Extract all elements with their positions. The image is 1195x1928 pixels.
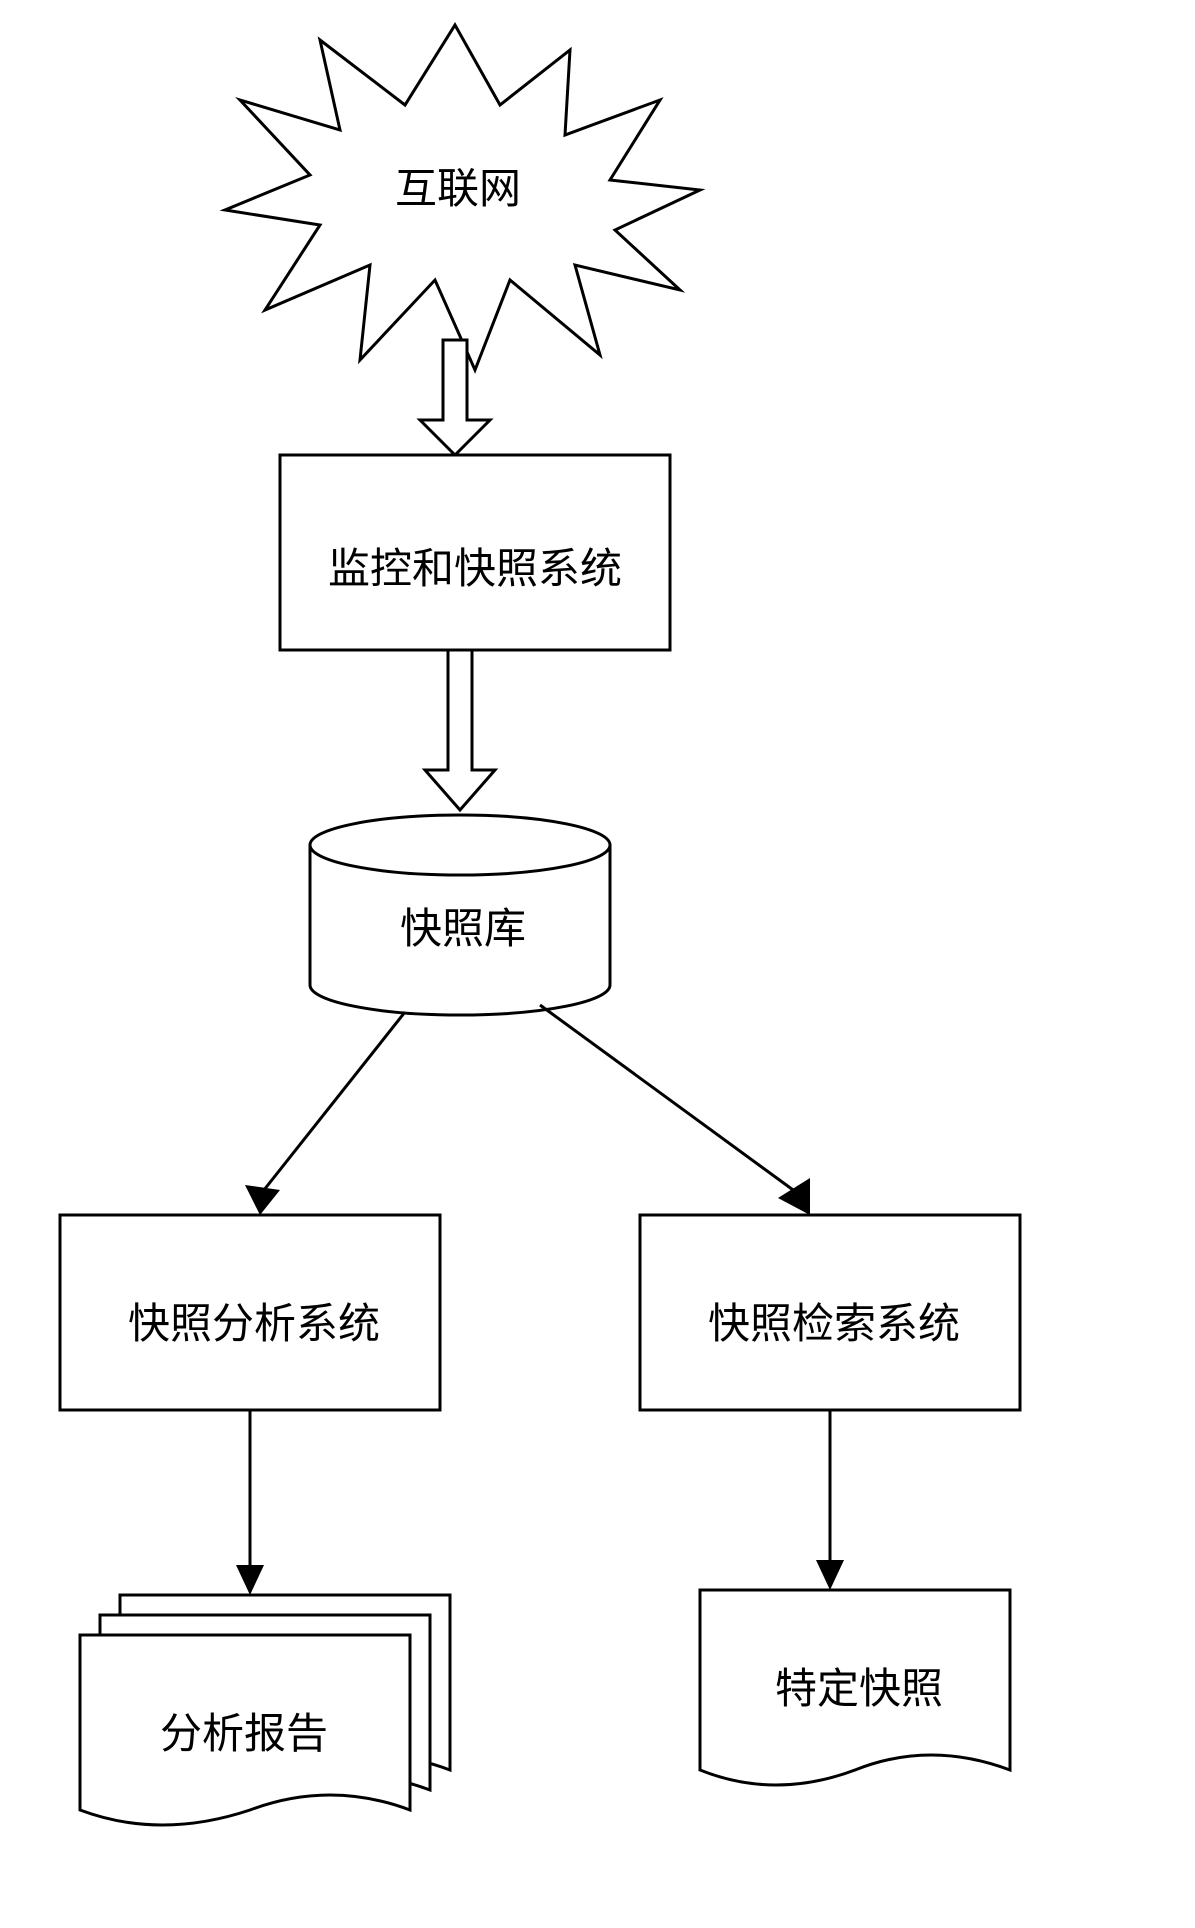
analysis-label: 快照分析系统 [128,1290,380,1351]
flowchart-canvas [0,0,1195,1928]
internet-label: 互联网 [395,155,521,216]
monitor-label: 监控和快照系统 [328,535,622,596]
arrow-db-retrieval [540,1005,810,1215]
arrow-monitor-db [425,650,495,810]
arrow-analysis-report [236,1410,264,1595]
arrow-db-analysis [245,1012,405,1215]
arrow-retrieval-snapshot [816,1410,844,1590]
retrieval-label: 快照检索系统 [708,1290,960,1351]
snapshot-label: 特定快照 [775,1655,943,1716]
snapshot-db-label: 快照库 [400,895,526,956]
report-label: 分析报告 [160,1700,328,1761]
